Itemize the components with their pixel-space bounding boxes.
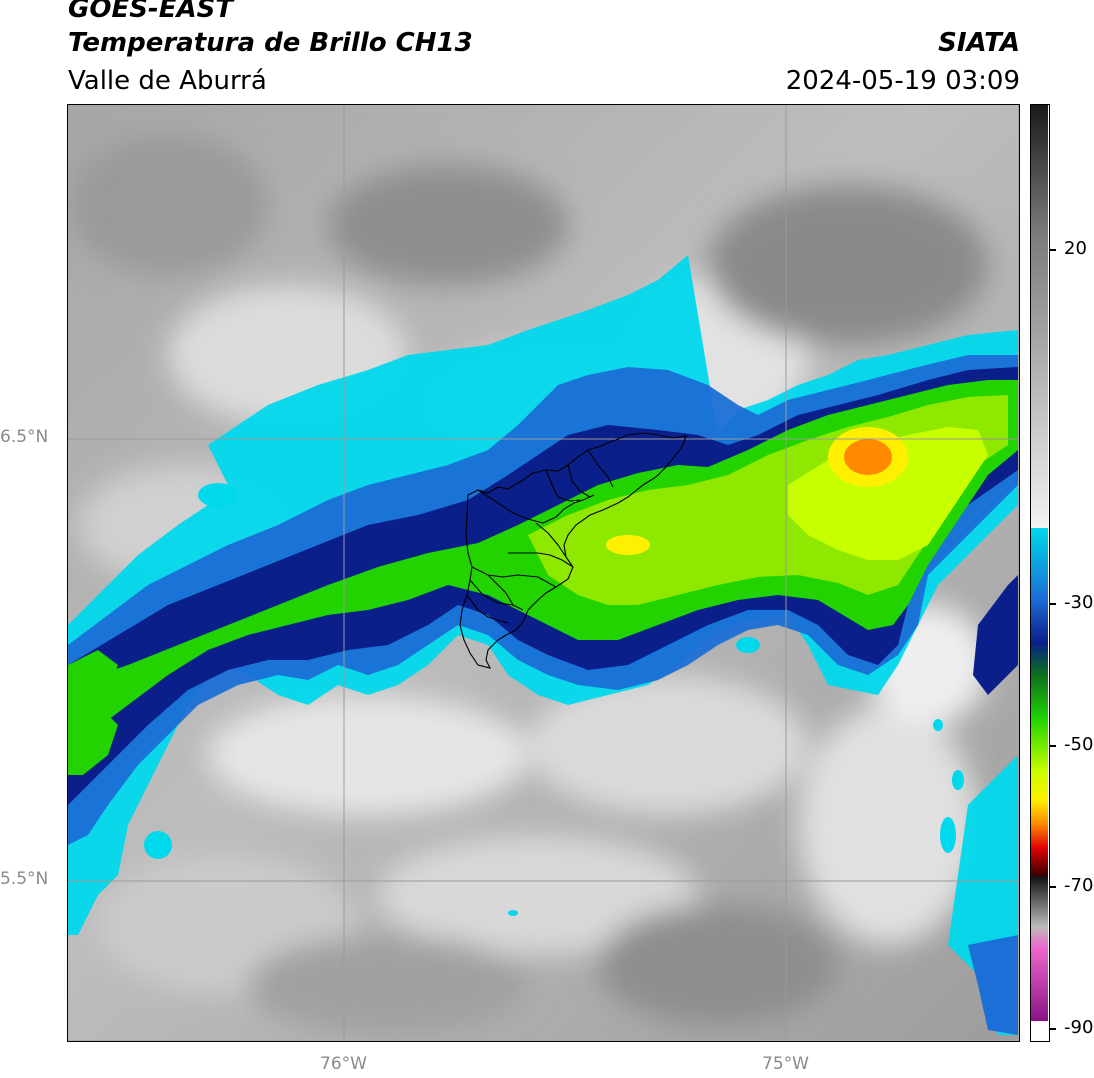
region-subtitle: Valle de Aburrá <box>68 66 267 96</box>
colorbar-tick <box>1050 886 1056 888</box>
colorbar-tick <box>1050 745 1056 747</box>
grid <box>68 105 1018 1040</box>
colorbar-label-20: 20 <box>1064 238 1087 259</box>
colorbar-label-minus30: -30 <box>1064 592 1094 613</box>
cloud-bottom-right <box>968 935 1018 1035</box>
lon-label-75: 75°W <box>762 1054 809 1074</box>
colorbar-tick <box>1050 1028 1056 1030</box>
datetime-label: 2024-05-19 03:09 <box>785 66 1020 96</box>
boundary-line <box>587 449 614 488</box>
boundary-line <box>471 566 557 588</box>
boundary-line <box>469 579 514 606</box>
colorbar-tick <box>1050 249 1056 251</box>
cloud-left-green <box>68 650 118 715</box>
colorbar-low-segment <box>1031 876 1048 1021</box>
cloud-yellow-spot <box>606 535 650 555</box>
colorbar <box>1030 104 1050 1042</box>
cyan-fragment <box>508 910 518 916</box>
colorbar-label-minus70: -70 <box>1064 875 1094 896</box>
cyan-fragment <box>940 817 956 853</box>
boundary-line <box>466 594 509 624</box>
colorbar-tick <box>1050 603 1056 605</box>
municipal-boundaries <box>459 432 687 669</box>
lon-label-76: 76°W <box>320 1054 367 1074</box>
colorbar-label-minus90: -90 <box>1064 1017 1094 1038</box>
cloud-right-blue <box>973 575 1018 695</box>
boundary-line <box>487 574 524 611</box>
product-title: Temperatura de Brillo CH13 <box>68 28 473 58</box>
colorbar-label-minus50: -50 <box>1064 734 1094 755</box>
cyan-fragment <box>952 770 964 790</box>
satellite-title: GOES-EAST <box>68 0 234 24</box>
cyan-fragment <box>227 434 239 446</box>
cloud-left-green2 <box>68 705 118 775</box>
cyan-fragment <box>933 719 943 731</box>
colorbar-cold-segment <box>1031 528 1048 876</box>
cloud-orange <box>844 439 892 475</box>
cyan-fragment <box>736 637 760 653</box>
boundary-line <box>567 464 591 498</box>
cloud-band <box>68 255 1018 1035</box>
colorbar-gray-segment <box>1031 105 1048 528</box>
boundary-line <box>545 469 581 502</box>
boundary-outline <box>459 432 687 669</box>
organization-label: SIATA <box>938 28 1020 58</box>
lat-label-6.5: 6.5°N <box>0 427 49 447</box>
boundary-line <box>477 489 595 524</box>
colorbar-white-segment <box>1031 1021 1048 1040</box>
satellite-map <box>67 104 1020 1042</box>
lat-label-5.5: 5.5°N <box>0 869 49 889</box>
cyan-fragment <box>198 483 238 507</box>
cyan-fragment <box>144 831 172 859</box>
boundary-line <box>508 552 574 568</box>
boundary-line <box>535 522 567 558</box>
